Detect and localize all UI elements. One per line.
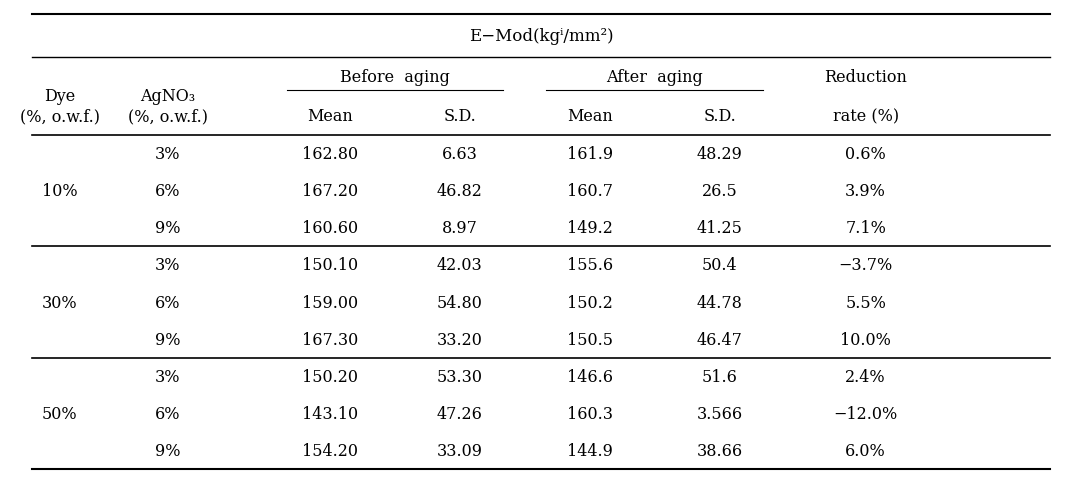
Text: 160.3: 160.3 [567,405,612,423]
Text: 38.66: 38.66 [697,442,742,459]
Text: 3.566: 3.566 [697,405,742,423]
Text: Mean: Mean [567,107,612,125]
Text: 6%: 6% [155,294,181,311]
Text: rate (%): rate (%) [832,107,899,125]
Text: 47.26: 47.26 [437,405,483,423]
Text: S.D.: S.D. [703,107,736,125]
Text: −3.7%: −3.7% [839,257,893,274]
Text: 46.82: 46.82 [437,182,483,200]
Text: 150.2: 150.2 [567,294,612,311]
Text: AgNO₃: AgNO₃ [140,88,196,106]
Text: 42.03: 42.03 [437,257,483,274]
Text: 154.20: 154.20 [302,442,358,459]
Text: 144.9: 144.9 [567,442,612,459]
Text: 51.6: 51.6 [701,368,738,385]
Text: 167.20: 167.20 [302,182,358,200]
Text: Before  aging: Before aging [340,69,450,86]
Text: 33.20: 33.20 [437,331,483,348]
Text: 44.78: 44.78 [697,294,742,311]
Text: 7.1%: 7.1% [845,220,886,237]
Text: 8.97: 8.97 [441,220,478,237]
Text: 150.10: 150.10 [302,257,358,274]
Text: 9%: 9% [155,331,181,348]
Text: Reduction: Reduction [824,69,907,86]
Text: 30%: 30% [42,294,77,311]
Text: 6%: 6% [155,405,181,423]
Text: 46.47: 46.47 [697,331,742,348]
Text: (%, o.w.f.): (%, o.w.f.) [19,107,100,125]
Text: 159.00: 159.00 [302,294,358,311]
Text: 5.5%: 5.5% [845,294,886,311]
Text: 3%: 3% [155,146,181,163]
Text: 6.0%: 6.0% [845,442,886,459]
Text: 0.6%: 0.6% [845,146,886,163]
Text: 160.60: 160.60 [302,220,358,237]
Text: 143.10: 143.10 [302,405,358,423]
Text: S.D.: S.D. [444,107,476,125]
Text: 162.80: 162.80 [302,146,358,163]
Text: 160.7: 160.7 [567,182,612,200]
Text: 6%: 6% [155,182,181,200]
Text: 3.9%: 3.9% [845,182,886,200]
Text: 149.2: 149.2 [567,220,612,237]
Text: 161.9: 161.9 [567,146,612,163]
Text: 9%: 9% [155,442,181,459]
Text: After  aging: After aging [606,69,703,86]
Text: 146.6: 146.6 [567,368,612,385]
Text: 26.5: 26.5 [701,182,738,200]
Text: 48.29: 48.29 [697,146,742,163]
Text: E−Mod(kgⁱ/mm²): E−Mod(kgⁱ/mm²) [469,28,613,45]
Text: 167.30: 167.30 [302,331,358,348]
Text: 150.5: 150.5 [567,331,612,348]
Text: 3%: 3% [155,368,181,385]
Text: 3%: 3% [155,257,181,274]
Text: 33.09: 33.09 [437,442,483,459]
Text: 6.63: 6.63 [441,146,478,163]
Text: 54.80: 54.80 [437,294,483,311]
Text: 9%: 9% [155,220,181,237]
Text: 41.25: 41.25 [697,220,742,237]
Text: Dye: Dye [44,88,75,106]
Text: (%, o.w.f.): (%, o.w.f.) [128,107,208,125]
Text: 10%: 10% [42,182,77,200]
Text: 53.30: 53.30 [437,368,483,385]
Text: 2.4%: 2.4% [845,368,886,385]
Text: −12.0%: −12.0% [833,405,898,423]
Text: 150.20: 150.20 [302,368,358,385]
Text: 50%: 50% [42,405,77,423]
Text: 155.6: 155.6 [567,257,612,274]
Text: 50.4: 50.4 [702,257,737,274]
Text: Mean: Mean [307,107,353,125]
Text: 10.0%: 10.0% [840,331,892,348]
